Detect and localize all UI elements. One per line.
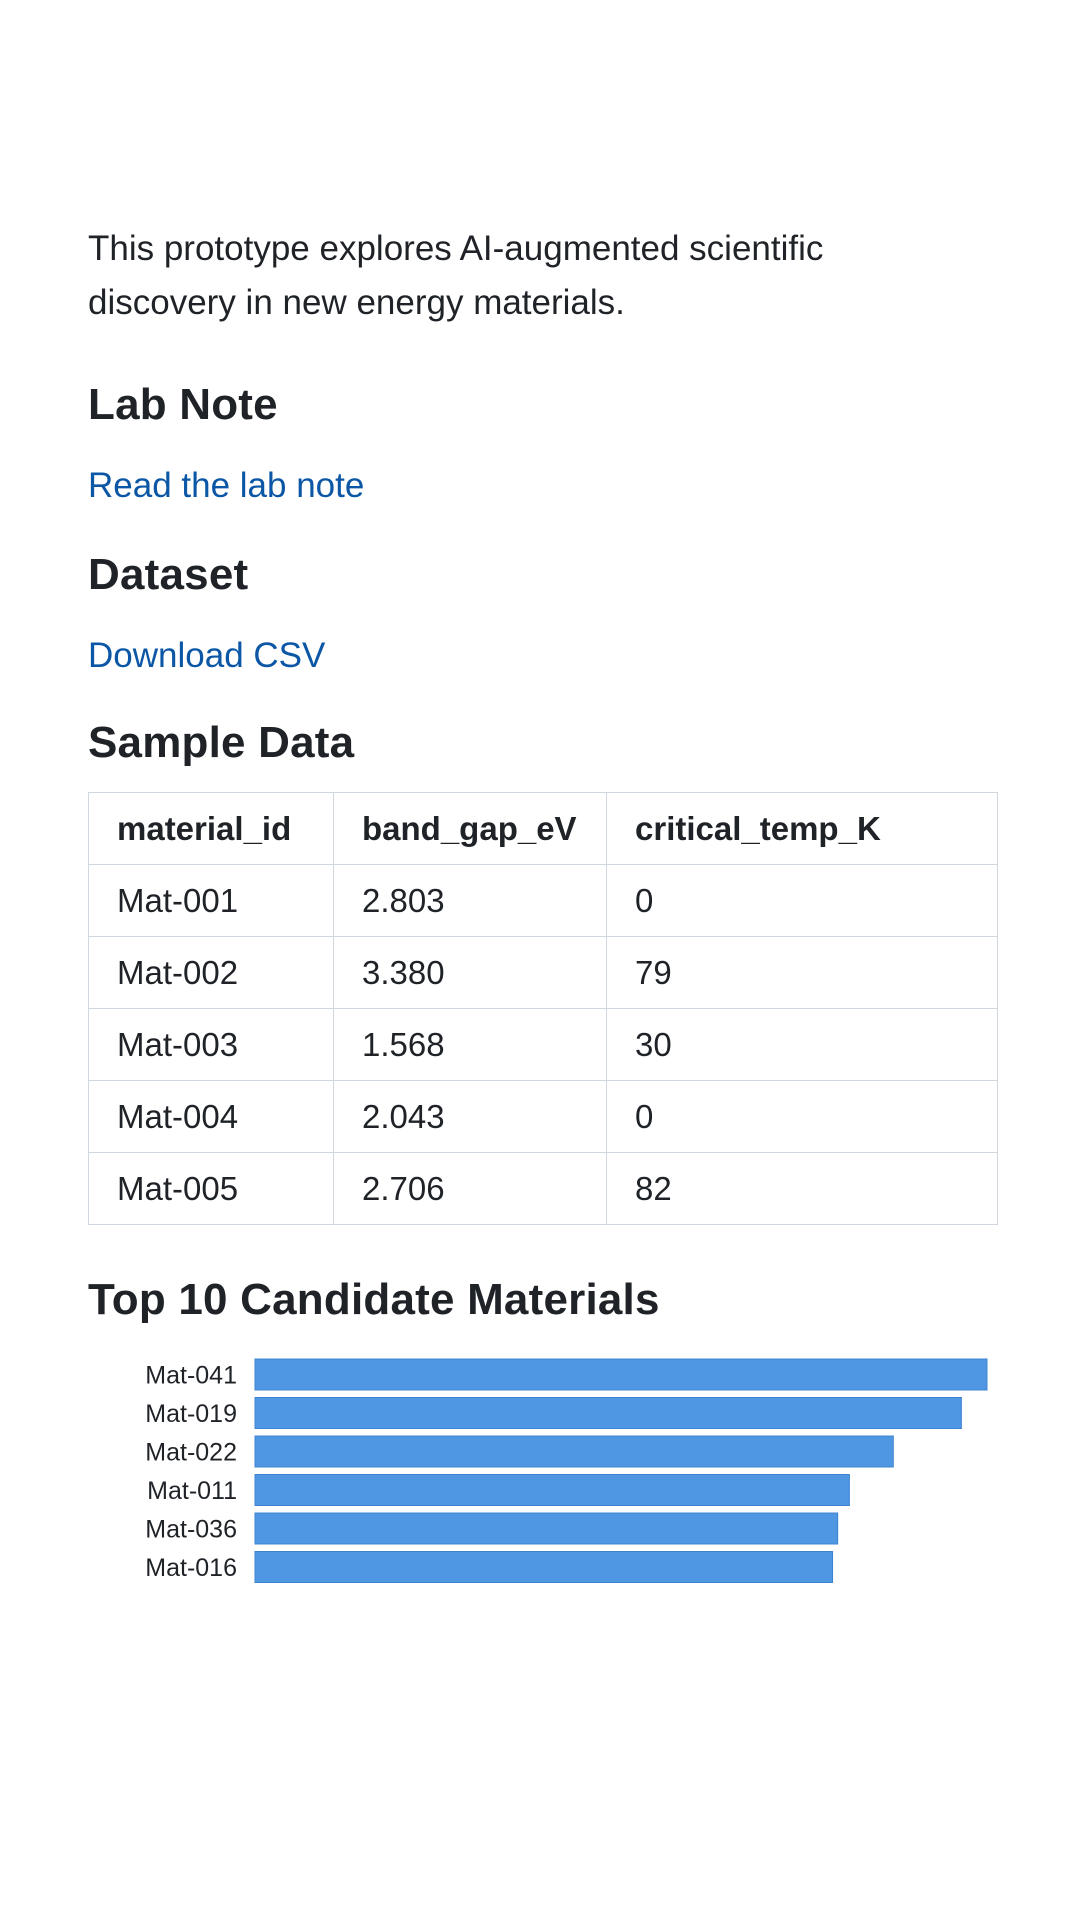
bar-mat-036 [254, 1512, 839, 1545]
table-cell: 0 [606, 864, 998, 937]
table-cell: 2.803 [333, 864, 607, 937]
bar-mat-041 [254, 1358, 988, 1391]
bar-label-mat-019: Mat-019 [145, 1400, 237, 1428]
table-header-row: material_id band_gap_eV critical_temp_K [88, 792, 998, 865]
sample-data-heading: Sample Data [88, 718, 355, 767]
sample-data-table: material_id band_gap_eV critical_temp_K … [88, 792, 998, 1225]
download-csv-link[interactable]: Download CSV [88, 636, 326, 675]
table-cell: Mat-002 [88, 936, 334, 1009]
table-cell: Mat-005 [88, 1152, 334, 1225]
top-candidates-heading: Top 10 Candidate Materials [88, 1275, 660, 1324]
bar-mat-019 [254, 1397, 962, 1429]
bar-chart-svg: Mat-041 Mat-019 Mat-022 Mat-011 Mat-036 Mat-0… [145, 1358, 988, 1583]
intro-text: This prototype explores AI-augmented sci… [88, 229, 824, 322]
table-row: Mat-002 3.380 79 [88, 936, 998, 1009]
table-row: Mat-003 1.568 30 [88, 1008, 998, 1081]
bar-label-mat-022: Mat-022 [145, 1439, 237, 1467]
lab-note-heading: Lab Note [88, 380, 278, 429]
read-lab-note-link[interactable]: Read the lab note [88, 466, 365, 505]
table-cell: Mat-001 [88, 864, 334, 937]
bar-mat-011 [254, 1474, 850, 1506]
table-cell: 2.043 [333, 1080, 607, 1153]
table-row: Mat-001 2.803 0 [88, 864, 998, 937]
bar-mat-022 [254, 1435, 894, 1468]
table-cell: 82 [606, 1152, 998, 1225]
bar-mat-016 [254, 1551, 834, 1583]
table-row: Mat-004 2.043 0 [88, 1080, 998, 1153]
table-cell: Mat-004 [88, 1080, 334, 1153]
column-header: material_id [88, 792, 334, 865]
bar-label-mat-011: Mat-011 [147, 1477, 237, 1505]
top-candidates-chart: Mat-041 Mat-019 Mat-022 Mat-011 Mat-036 Mat-0… [88, 1355, 998, 1605]
table-cell: 3.380 [333, 936, 607, 1009]
table-cell: Mat-003 [88, 1008, 334, 1081]
bar-label-mat-036: Mat-036 [145, 1516, 237, 1544]
bar-label-mat-016: Mat-016 [145, 1554, 237, 1582]
dataset-heading: Dataset [88, 550, 249, 599]
column-header: critical_temp_K [606, 792, 998, 865]
table-cell: 30 [606, 1008, 998, 1081]
bar-label-mat-041: Mat-041 [145, 1362, 237, 1390]
table-cell: 2.706 [333, 1152, 607, 1225]
column-header: band_gap_eV [333, 792, 607, 865]
table-cell: 1.568 [333, 1008, 607, 1081]
table-row: Mat-005 2.706 82 [88, 1152, 998, 1225]
table-cell: 0 [606, 1080, 998, 1153]
table-cell: 79 [606, 936, 998, 1009]
